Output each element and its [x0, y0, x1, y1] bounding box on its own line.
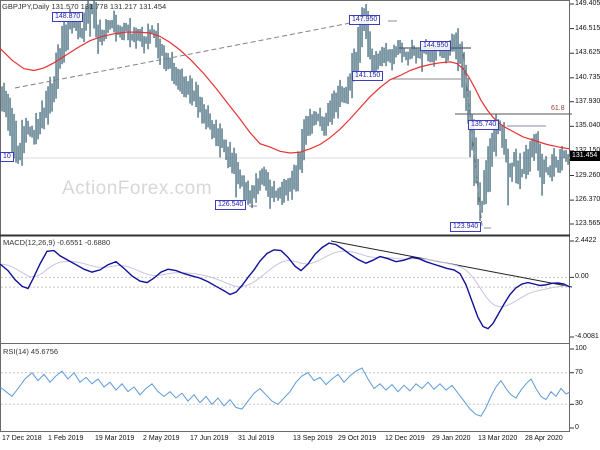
macd-signal-line: [0, 250, 571, 308]
moving-average-line: [0, 31, 571, 154]
macd-main-line: [0, 242, 571, 330]
main-trendline-1: [462, 53, 483, 227]
rsi-line: [0, 367, 571, 417]
candlestick-series: [1, 0, 569, 221]
panel-border-2: [0, 343, 570, 432]
main-trendline-0: [14, 18, 372, 89]
